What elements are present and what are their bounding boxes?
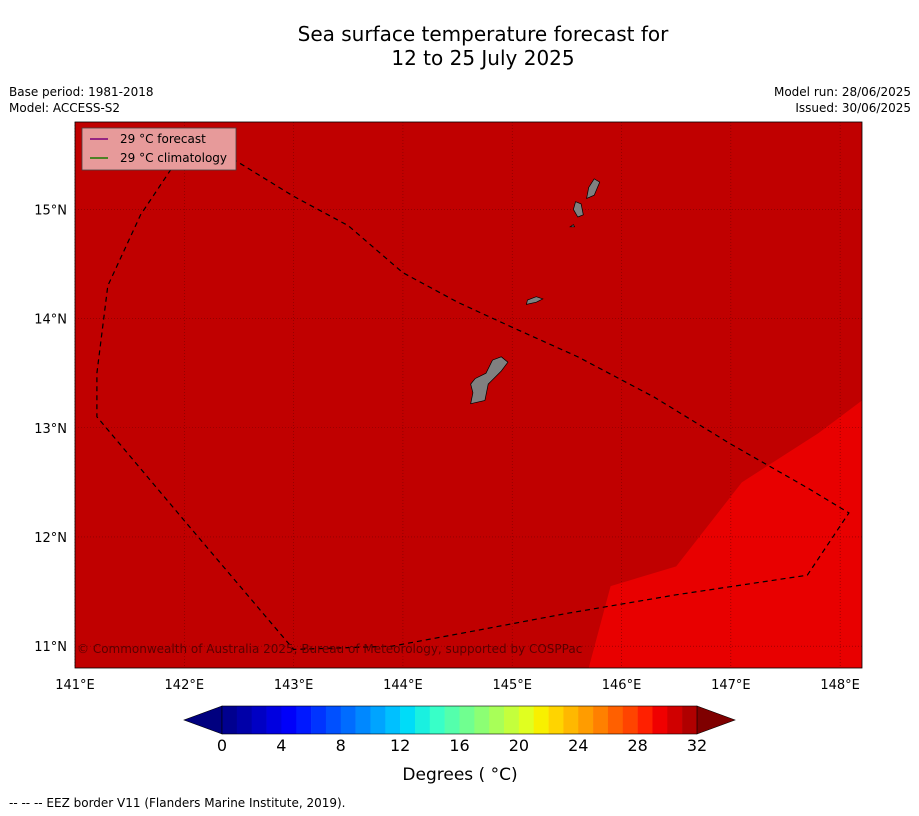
colorbar-bin — [444, 706, 460, 734]
colorbar-bin — [533, 706, 549, 734]
colorbar-tick-label: 0 — [217, 736, 227, 755]
colorbar-tick-label: 4 — [276, 736, 286, 755]
colorbar-tick-label: 20 — [509, 736, 529, 755]
lat-tick-label: 12°N — [34, 531, 67, 546]
eez-footnote: -- -- -- EEZ border V11 (Flanders Marine… — [9, 796, 346, 810]
colorbar-bin — [251, 706, 267, 734]
colorbar-bin — [311, 706, 327, 734]
colorbar-frame — [221, 705, 698, 735]
map-frame — [74, 121, 863, 669]
map-legend: 29 °C forecast 29 °C climatology — [81, 127, 237, 171]
legend-box — [81, 127, 237, 171]
colorbar-bin — [459, 706, 475, 734]
colorbar-tick-label: 12 — [390, 736, 410, 755]
sst-field-30-31 — [588, 400, 862, 668]
colorbar-bin — [266, 706, 282, 734]
colorbar-bin — [370, 706, 386, 734]
lon-tick-label: 143°E — [274, 678, 314, 693]
colorbar-tick-label: 28 — [627, 736, 647, 755]
colorbar-bin — [474, 706, 490, 734]
meta-right: Model run: 28/06/2025 Issued: 30/06/2025 — [774, 84, 911, 116]
meta-left: Base period: 1981-2018 Model: ACCESS-S2 — [9, 84, 154, 116]
colorbar-bin — [548, 706, 564, 734]
colorbar-bin — [400, 706, 416, 734]
colorbar-bin — [593, 706, 609, 734]
title-line-2: 12 to 25 July 2025 — [391, 46, 575, 70]
lon-tick-label: 142°E — [165, 678, 205, 693]
legend-climatology-label: 29 °C climatology — [120, 151, 227, 165]
colorbar-bin — [236, 706, 252, 734]
colorbar-tick-label: 32 — [687, 736, 707, 755]
colorbar-bin — [518, 706, 535, 734]
colorbar-bin — [429, 706, 445, 734]
colorbar-bin — [622, 706, 638, 734]
colorbar-bin — [385, 706, 401, 734]
lon-tick-label: 144°E — [383, 678, 423, 693]
colorbar-tick-label: 24 — [568, 736, 588, 755]
colorbar-bin — [414, 706, 431, 734]
island-tinian — [573, 201, 584, 218]
colorbar-bin — [504, 706, 520, 734]
map-panel: © Commonwealth of Australia 2025, Bureau… — [34, 121, 863, 693]
lon-tick-label: 141°E — [55, 678, 95, 693]
lon-tick-label: 145°E — [492, 678, 532, 693]
island-rota — [525, 296, 544, 305]
lat-tick-label: 11°N — [34, 640, 67, 655]
colorbar-bin — [637, 706, 653, 734]
colorbar-bin — [667, 706, 683, 734]
issued-date: Issued: 30/06/2025 — [795, 101, 911, 115]
lat-tick-label: 14°N — [34, 313, 67, 328]
colorbar-bin — [281, 706, 297, 734]
colorbar-tick-label: 16 — [449, 736, 469, 755]
chart-title: Sea surface temperature forecast for 12 … — [0, 22, 919, 70]
island-guam — [470, 356, 509, 405]
lon-tick-label: 146°E — [602, 678, 642, 693]
colorbar-bin — [489, 706, 505, 734]
colorbar-bin — [682, 706, 698, 734]
colorbar-bin — [340, 706, 356, 734]
colorbar-bin — [222, 706, 238, 734]
colorbar-bin — [325, 706, 342, 734]
model-name: Model: ACCESS-S2 — [9, 101, 121, 115]
lat-tick-label: 15°N — [34, 203, 67, 218]
legend-forecast-label: 29 °C forecast — [120, 132, 206, 146]
colorbar-bin — [652, 706, 668, 734]
title-line-1: Sea surface temperature forecast for — [297, 22, 669, 46]
map-figure: © Commonwealth of Australia 2025, Bureau… — [34, 121, 863, 785]
colorbar: 0 4 8 12 16 20 24 28 32 — [183, 705, 736, 755]
base-period: Base period: 1981-2018 — [9, 85, 154, 99]
island-saipan — [586, 178, 601, 199]
colorbar-over-arrow — [696, 705, 736, 735]
lat-tick-label: 13°N — [34, 422, 67, 437]
colorbar-bin — [563, 706, 579, 734]
copyright-text: © Commonwealth of Australia 2025, Bureau… — [77, 642, 582, 656]
island-aguijan — [569, 224, 576, 228]
colorbar-bin — [578, 706, 594, 734]
model-run: Model run: 28/06/2025 — [773, 85, 911, 99]
colorbar-label: Degrees ( °C) — [402, 765, 517, 785]
lon-tick-label: 147°E — [711, 678, 751, 693]
colorbar-under-arrow — [183, 705, 223, 735]
colorbar-bin — [607, 706, 624, 734]
colorbar-tick-label: 8 — [336, 736, 346, 755]
lon-tick-label: 148°E — [820, 678, 860, 693]
colorbar-bin — [296, 706, 312, 734]
colorbar-bin — [355, 706, 371, 734]
